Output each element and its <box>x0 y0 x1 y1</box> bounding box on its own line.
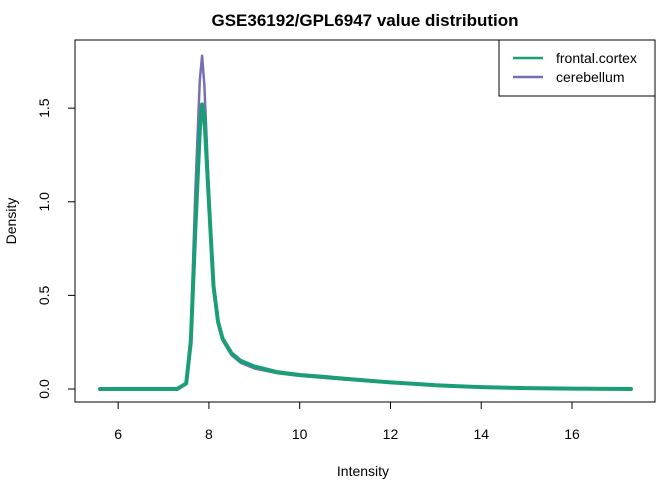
y-tick-label-3: 1.5 <box>36 98 52 118</box>
x-axis: 6 8 10 12 14 16 <box>114 402 580 442</box>
y-tick-label-1: 0.5 <box>36 285 52 305</box>
x-tick-label-10: 10 <box>292 426 308 442</box>
x-axis-label: Intensity <box>337 463 389 479</box>
series-lines <box>98 54 633 391</box>
chart-title: GSE36192/GPL6947 value distribution <box>211 11 518 30</box>
y-tick-label-2: 1.0 <box>36 192 52 212</box>
y-tick-label-0: 0.0 <box>36 379 52 399</box>
series-line-frontal-cortex <box>98 102 633 391</box>
x-tick-label-14: 14 <box>473 426 489 442</box>
x-tick-label-8: 8 <box>205 426 213 442</box>
x-tick-label-16: 16 <box>564 426 580 442</box>
legend: frontal.cortex cerebellum <box>498 39 656 97</box>
legend-box <box>498 39 656 97</box>
plot-frame <box>74 39 656 403</box>
series-line-cerebellum <box>98 54 633 391</box>
x-tick-label-6: 6 <box>114 426 122 442</box>
legend-label-frontal-cortex: frontal.cortex <box>556 50 637 66</box>
x-tick-label-12: 12 <box>383 426 399 442</box>
y-axis: 0.0 0.5 1.0 1.5 <box>36 98 75 399</box>
y-axis-label: Density <box>3 198 19 245</box>
legend-label-cerebellum: cerebellum <box>556 69 624 85</box>
